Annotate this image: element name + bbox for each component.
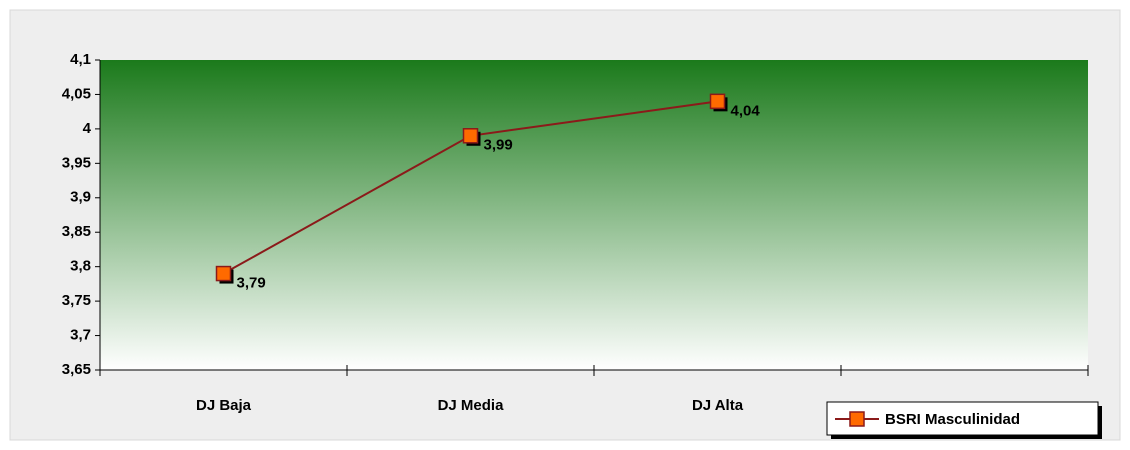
- y-tick-label: 3,95: [62, 154, 91, 171]
- legend-label: BSRI Masculinidad: [885, 411, 1020, 428]
- y-tick-label: 4,05: [62, 85, 91, 102]
- y-tick-label: 4,1: [70, 51, 91, 68]
- data-label: 4,04: [731, 102, 761, 119]
- y-tick-label: 3,8: [70, 258, 91, 275]
- marker: [215, 265, 232, 282]
- marker: [462, 128, 479, 144]
- y-tick-label: 3,65: [62, 361, 91, 378]
- y-tick-label: 4: [83, 120, 92, 137]
- y-tick-label: 3,85: [62, 223, 91, 240]
- y-tick-label: 3,9: [70, 189, 91, 206]
- data-label: 3,99: [484, 137, 513, 154]
- x-tick-label: DJ Baja: [196, 397, 252, 414]
- data-label: 3,79: [237, 275, 266, 292]
- legend-marker: [849, 411, 865, 427]
- y-tick-label: 3,75: [62, 292, 91, 309]
- plot-area: [100, 60, 1088, 370]
- marker: [709, 93, 726, 110]
- y-tick-label: 3,7: [70, 327, 91, 344]
- x-tick-label: DJ Alta: [692, 397, 744, 414]
- x-tick-label: DJ Media: [438, 397, 505, 414]
